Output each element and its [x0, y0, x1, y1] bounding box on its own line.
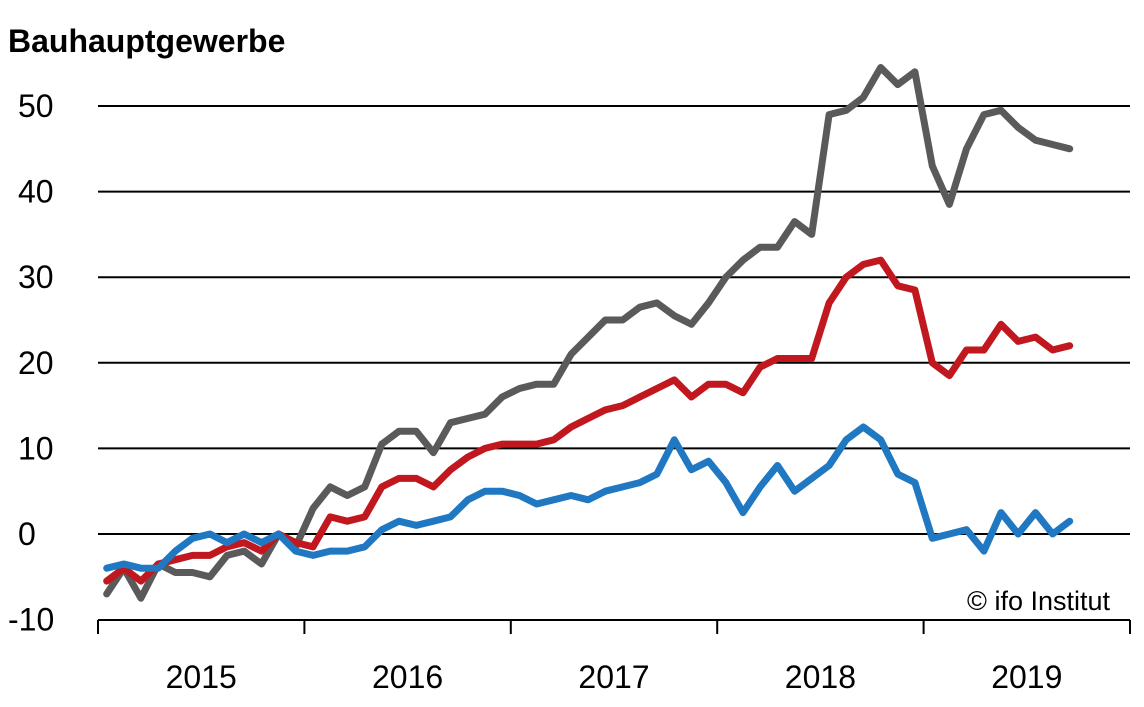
y-tick-label: 20 [18, 345, 54, 381]
x-tick-label: 2016 [372, 659, 443, 695]
series-line-3 [103, 423, 1074, 572]
y-tick-label: 30 [18, 259, 54, 295]
y-tick-label: 10 [18, 430, 54, 466]
series-lines [103, 64, 1074, 602]
y-tick-label: 50 [18, 88, 54, 124]
x-tick-label: 2015 [166, 659, 237, 695]
x-tick-label: 2017 [578, 659, 649, 695]
x-axis [97, 619, 1131, 634]
series-line-1 [103, 64, 1074, 602]
x-tick-labels: 2015 2016 2017 2018 2019 [166, 659, 1063, 695]
series-line-2 [103, 256, 1074, 585]
x-tick-label: 2018 [785, 659, 856, 695]
y-tick-label: 40 [18, 174, 54, 210]
y-tick-labels: -10 0 10 20 30 40 50 [8, 88, 54, 638]
y-tick-label: -10 [8, 602, 54, 638]
chart-title: Bauhauptgewerbe [8, 23, 285, 59]
source-note: © ifo Institut [967, 586, 1110, 616]
y-tick-label: 0 [18, 516, 36, 552]
x-tick-label: 2019 [991, 659, 1062, 695]
